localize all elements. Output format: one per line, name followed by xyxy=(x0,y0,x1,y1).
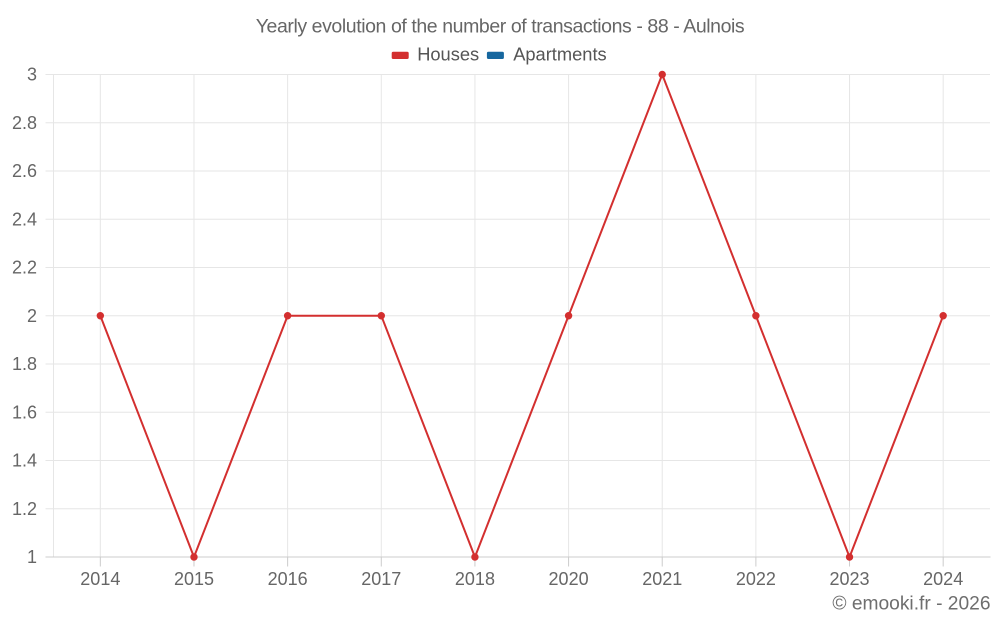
svg-text:3: 3 xyxy=(27,65,37,85)
svg-text:2016: 2016 xyxy=(268,569,308,589)
svg-text:1.4: 1.4 xyxy=(12,451,37,471)
svg-text:2014: 2014 xyxy=(80,569,120,589)
svg-text:2.2: 2.2 xyxy=(12,258,37,278)
svg-text:2015: 2015 xyxy=(174,569,214,589)
svg-text:1.2: 1.2 xyxy=(12,499,37,519)
svg-text:2021: 2021 xyxy=(642,569,682,589)
svg-text:2: 2 xyxy=(27,306,37,326)
svg-text:1.6: 1.6 xyxy=(12,402,37,422)
svg-text:© emooki.fr - 2026: © emooki.fr - 2026 xyxy=(832,594,990,615)
svg-text:2022: 2022 xyxy=(736,569,776,589)
svg-text:Apartments: Apartments xyxy=(513,44,606,65)
svg-text:2017: 2017 xyxy=(361,569,401,589)
svg-text:2018: 2018 xyxy=(455,569,495,589)
svg-text:Yearly evolution of the number: Yearly evolution of the number of transa… xyxy=(256,16,745,38)
svg-text:2.8: 2.8 xyxy=(12,113,37,133)
svg-text:2020: 2020 xyxy=(549,569,589,589)
svg-text:1.8: 1.8 xyxy=(12,354,37,374)
svg-text:2.6: 2.6 xyxy=(12,161,37,181)
svg-text:Houses: Houses xyxy=(417,44,479,65)
svg-text:1: 1 xyxy=(27,547,37,567)
svg-text:2024: 2024 xyxy=(923,569,963,589)
svg-text:2.4: 2.4 xyxy=(12,209,37,229)
svg-text:2023: 2023 xyxy=(830,569,870,589)
